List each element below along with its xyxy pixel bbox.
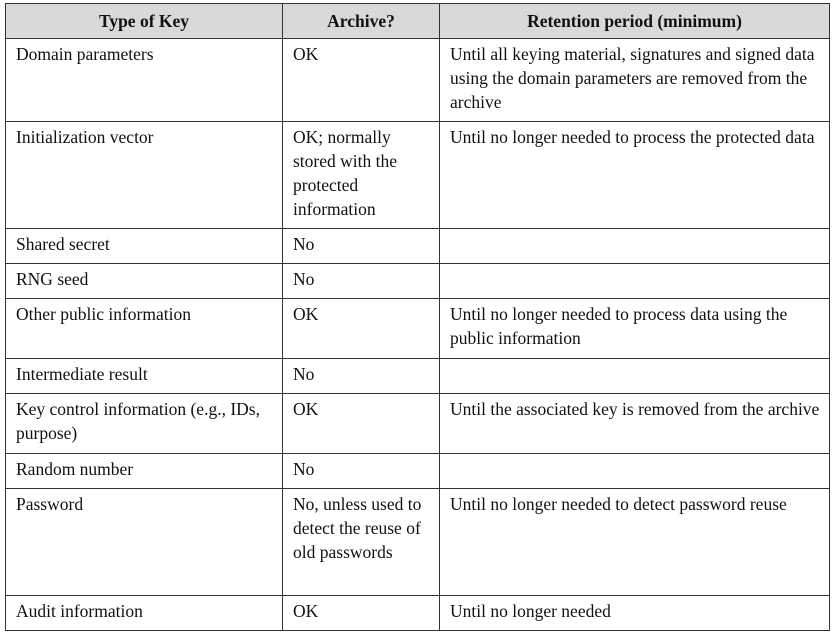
cell-retention: Until no longer needed to detect passwor… [439, 488, 830, 596]
table-body: Domain parameters OK Until all keying ma… [5, 38, 830, 631]
cell-retention [439, 263, 830, 299]
cell-type: Shared secret [5, 228, 283, 264]
cell-archive: OK [282, 595, 440, 631]
header-row: Type of Key Archive? Retention period (m… [5, 3, 830, 39]
cell-archive: No [282, 228, 440, 264]
cell-type: Audit information [5, 595, 283, 631]
table-row: Shared secret No [5, 228, 830, 264]
table-row: Audit information OK Until no longer nee… [5, 595, 830, 631]
cell-type: Other public information [5, 298, 283, 359]
table-row: Intermediate result No [5, 358, 830, 394]
cell-type: Password [5, 488, 283, 596]
table-row: Random number No [5, 453, 830, 489]
cell-type: Key control information (e.g., IDs, purp… [5, 393, 283, 454]
cell-type: RNG seed [5, 263, 283, 299]
cell-retention [439, 358, 830, 394]
cell-type: Random number [5, 453, 283, 489]
cell-type: Domain parameters [5, 38, 283, 122]
cell-type: Initialization vector [5, 121, 283, 229]
cell-retention: Until no longer needed to process data u… [439, 298, 830, 359]
cell-retention: Until all keying material, signatures an… [439, 38, 830, 122]
cell-archive: No, unless used to detect the reuse of o… [282, 488, 440, 596]
cell-archive: OK [282, 38, 440, 122]
cell-retention: Until no longer needed to process the pr… [439, 121, 830, 229]
table-row: Initialization vector OK; normally store… [5, 121, 830, 229]
header-type-of-key: Type of Key [5, 3, 283, 39]
cell-retention: Until the associated key is removed from… [439, 393, 830, 454]
header-archive: Archive? [282, 3, 440, 39]
table-row: RNG seed No [5, 263, 830, 299]
cell-archive: No [282, 453, 440, 489]
cell-archive: OK [282, 393, 440, 454]
table-row: Other public information OK Until no lon… [5, 298, 830, 359]
key-archive-table: Type of Key Archive? Retention period (m… [5, 3, 830, 631]
table-row: Key control information (e.g., IDs, purp… [5, 393, 830, 454]
cell-archive: No [282, 358, 440, 394]
table-row: Domain parameters OK Until all keying ma… [5, 38, 830, 122]
cell-archive: OK [282, 298, 440, 359]
cell-retention [439, 228, 830, 264]
cell-retention [439, 453, 830, 489]
table-header: Type of Key Archive? Retention period (m… [5, 3, 830, 39]
header-retention-period: Retention period (minimum) [439, 3, 830, 39]
cell-retention: Until no longer needed [439, 595, 830, 631]
cell-archive: No [282, 263, 440, 299]
cell-type: Intermediate result [5, 358, 283, 394]
cell-archive: OK; normally stored with the protected i… [282, 121, 440, 229]
table-row: Password No, unless used to detect the r… [5, 488, 830, 596]
